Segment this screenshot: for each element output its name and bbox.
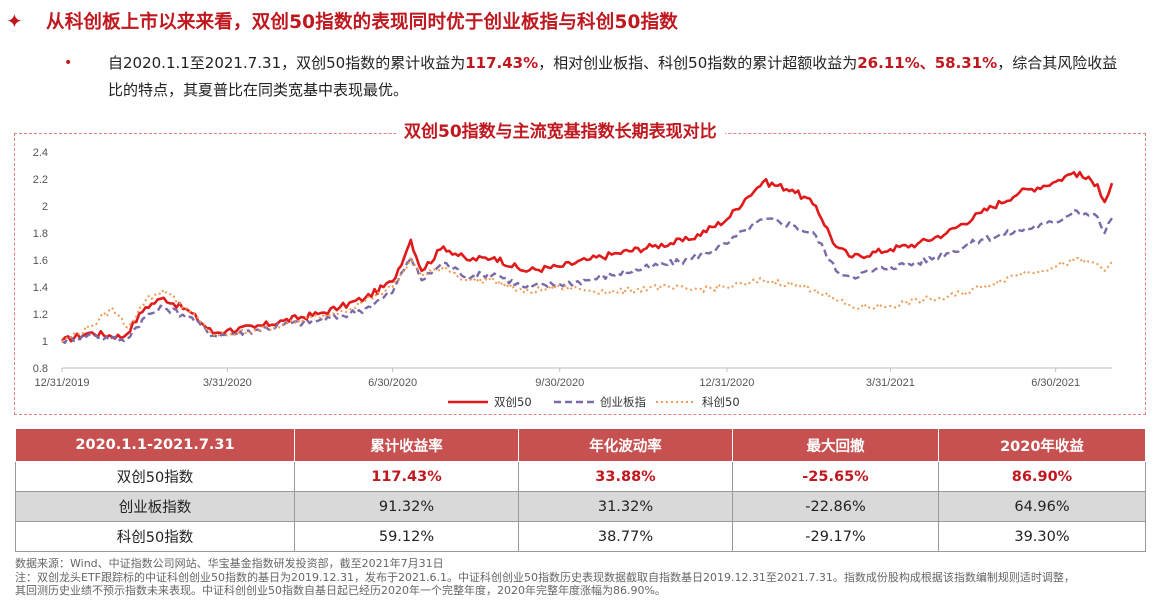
x-tick-label: 12/31/2020 [699, 377, 754, 389]
x-tick-label: 3/31/2020 [203, 377, 252, 389]
table-cell: 38.77% [518, 521, 733, 552]
table-header-cell: 累计收益率 [294, 428, 519, 462]
note-line: 注：双创龙头ETF跟踪标的中证科创创业50指数的基日为2019.12.31，发布… [15, 570, 1075, 584]
bullet-part-4: 比的特点，其夏普比在同类宽基中表现最优。 [108, 81, 409, 99]
header: ✦ 从科创板上市以来来看，双创50指数的表现同时优于创业板指与科创50指数 [6, 6, 678, 36]
star-icon: ✦ [6, 9, 23, 33]
bullet-part-1: 自2020.1.1至2021.7.31，双创50指数的累计收益为 [108, 54, 466, 72]
table-cell: 86.90% [938, 461, 1146, 492]
x-tick-label: 12/31/2019 [34, 377, 89, 389]
y-tick-label: 0.8 [33, 363, 48, 375]
legend-label: 科创50 [702, 395, 740, 409]
page-title: 从科创板上市以来来看，双创50指数的表现同时优于创业板指与科创50指数 [46, 12, 678, 33]
table-cell: 64.96% [938, 491, 1146, 522]
bullet-part-3: ，综合其风险收益 [997, 54, 1118, 72]
table-cell: 91.32% [294, 491, 519, 522]
table-header-cell: 2020年收益 [938, 428, 1146, 462]
table-row: 科创50指数 59.12% 38.77% -29.17% 39.30% [15, 521, 1146, 552]
table-cell: 双创50指数 [15, 461, 295, 492]
table-header-cell: 最大回撤 [732, 428, 939, 462]
bullet-icon: • [64, 55, 73, 71]
y-tick-label: 1.4 [33, 282, 48, 294]
table-cell: -25.65% [732, 461, 939, 492]
y-tick-label: 1.2 [33, 309, 48, 321]
bullet-text: 自2020.1.1至2021.7.31，双创50指数的累计收益为117.43%，… [108, 50, 1148, 104]
table-cell: 117.43% [294, 461, 519, 492]
series-line-1 [61, 170, 1114, 343]
performance-table: 2020.1.1-2021.7.31 累计收益率 年化波动率 最大回撤 2020… [15, 428, 1146, 552]
table-cell: -29.17% [732, 521, 939, 552]
x-tick-label: 3/31/2021 [866, 377, 915, 389]
source-note: 数据来源：Wind、中证指数公司网站、华宝基金指数研发投资部，截至2021年7月… [15, 557, 1165, 598]
table-header-cell: 2020.1.1-2021.7.31 [15, 428, 295, 462]
table-row: 创业板指数 91.32% 31.32% -22.86% 64.96% [15, 491, 1146, 522]
table-row: 双创50指数 117.43% 33.88% -25.65% 86.90% [15, 461, 1146, 492]
table-cell: 31.32% [518, 491, 733, 522]
y-tick-label: 2 [42, 201, 48, 213]
y-tick-label: 1.6 [33, 255, 48, 267]
table-cell: 39.30% [938, 521, 1146, 552]
bullet-part-2: ，相对创业板指、科创50指数的累计超额收益为 [538, 54, 858, 72]
x-tick-label: 6/30/2020 [368, 377, 417, 389]
series-line-2 [61, 208, 1113, 344]
y-tick-label: 1.8 [33, 228, 48, 240]
legend-label: 创业板指 [600, 395, 646, 409]
table-header-row: 2020.1.1-2021.7.31 累计收益率 年化波动率 最大回撤 2020… [15, 428, 1146, 462]
y-tick-label: 2.2 [33, 174, 48, 186]
y-tick-label: 2.4 [33, 147, 48, 159]
y-tick-label: 1 [42, 336, 48, 348]
legend-label: 双创50 [494, 395, 532, 409]
table-cell: 科创50指数 [15, 521, 295, 552]
table-header-cell: 年化波动率 [518, 428, 733, 462]
x-tick-label: 6/30/2021 [1031, 377, 1080, 389]
source-line: 数据来源：Wind、中证指数公司网站、华宝基金指数研发投资部，截至2021年7月… [15, 557, 444, 570]
table-cell: 创业板指数 [15, 491, 295, 522]
series-line-3 [61, 256, 1113, 342]
chart-title: 双创50指数与主流宽基指数长期表现对比 [396, 120, 725, 144]
table-cell: 59.12% [294, 521, 519, 552]
x-tick-label: 9/30/2020 [535, 377, 584, 389]
bullet-value-1: 117.43% [465, 54, 539, 72]
line-chart: 0.8 1 1.2 1.4 1.6 1.8 2 2.2 2.4 12/31/2019 3/31/20… [33, 147, 1114, 409]
note-line: 其回测历史业绩不预示指数未来表现。中证科创创业50指数自基日起已经历2020年一… [15, 584, 666, 597]
bullet-value-2: 26.11%、58.31% [857, 54, 998, 72]
table-cell: 33.88% [518, 461, 733, 492]
table-cell: -22.86% [732, 491, 939, 522]
